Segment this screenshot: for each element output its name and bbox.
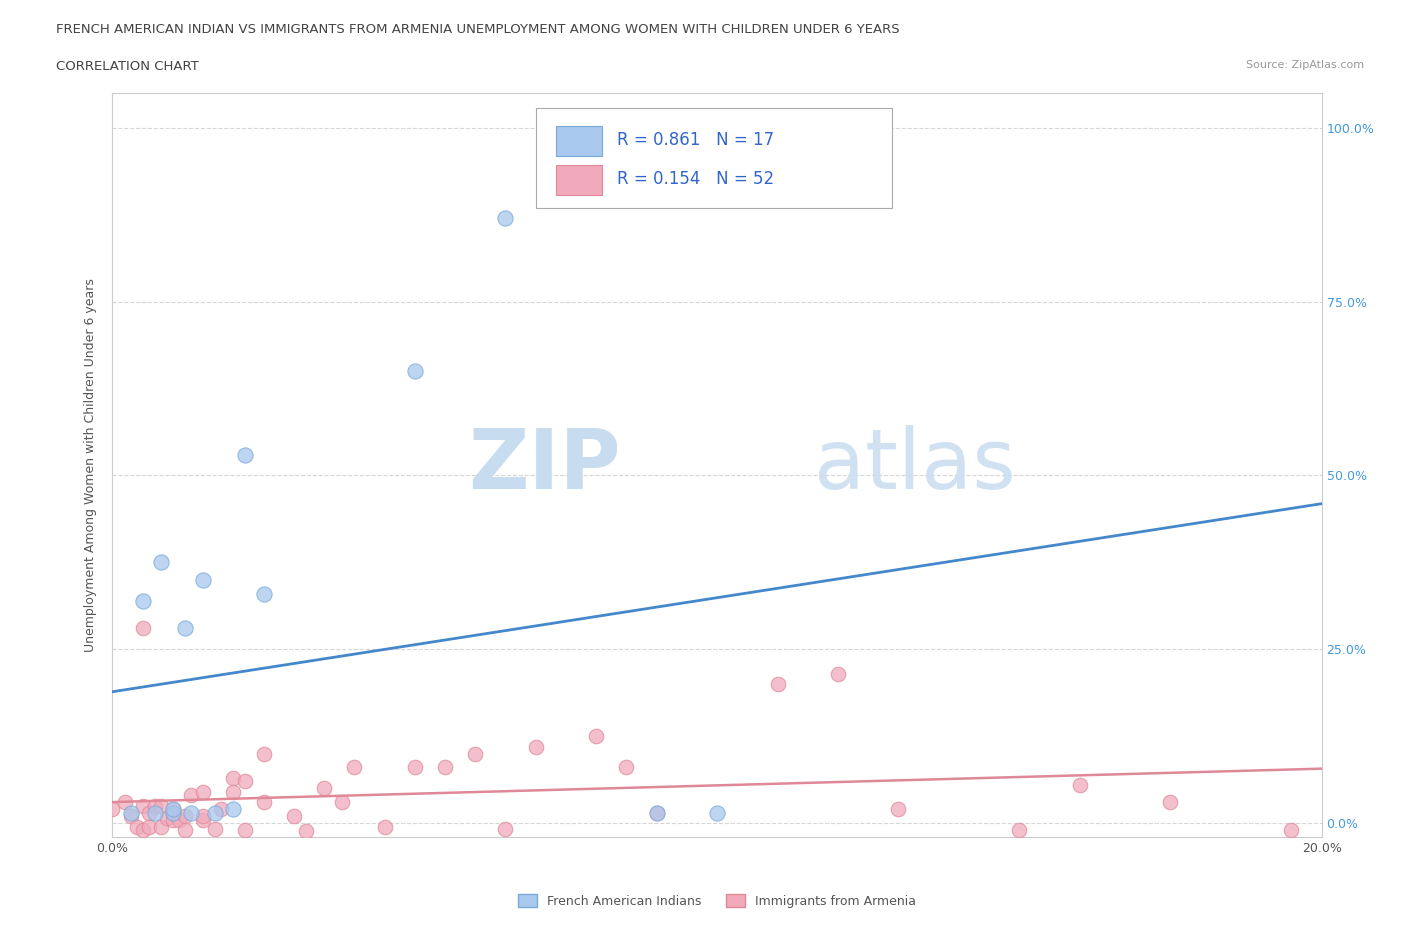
Point <box>887 802 910 817</box>
Point <box>191 809 214 824</box>
Point <box>222 802 245 817</box>
Point <box>180 805 202 820</box>
Point <box>1159 795 1181 810</box>
Point <box>132 621 155 636</box>
Point <box>283 809 305 824</box>
Point <box>162 805 184 820</box>
Point <box>132 798 155 813</box>
Point <box>330 795 353 810</box>
Point <box>585 729 607 744</box>
Point <box>524 739 547 754</box>
Point <box>167 812 190 827</box>
Point <box>132 823 155 838</box>
Point <box>162 802 184 817</box>
Bar <box>557 126 602 156</box>
Point <box>174 823 197 838</box>
Text: R = 0.861   N = 17: R = 0.861 N = 17 <box>617 131 773 149</box>
Point <box>645 805 668 820</box>
Point <box>1069 777 1091 792</box>
FancyBboxPatch shape <box>536 108 893 208</box>
Point <box>101 802 124 817</box>
Point <box>114 795 136 810</box>
Text: CORRELATION CHART: CORRELATION CHART <box>56 60 200 73</box>
Point <box>404 364 426 379</box>
Point <box>616 760 638 775</box>
Point <box>222 784 245 799</box>
Point <box>149 555 172 570</box>
Point <box>295 824 318 839</box>
Point <box>343 760 366 775</box>
Legend: French American Indians, Immigrants from Armenia: French American Indians, Immigrants from… <box>513 889 921 912</box>
Point <box>120 809 142 824</box>
Point <box>191 784 214 799</box>
Point <box>374 819 396 834</box>
Point <box>180 788 202 803</box>
Text: FRENCH AMERICAN INDIAN VS IMMIGRANTS FROM ARMENIA UNEMPLOYMENT AMONG WOMEN WITH : FRENCH AMERICAN INDIAN VS IMMIGRANTS FRO… <box>56 23 900 36</box>
Point <box>253 795 276 810</box>
Point <box>143 805 166 820</box>
Point <box>156 810 179 825</box>
Point <box>253 746 276 761</box>
Point <box>706 805 728 820</box>
Point <box>149 819 172 834</box>
Point <box>138 805 160 820</box>
Text: atlas: atlas <box>814 424 1015 506</box>
Point <box>314 781 336 796</box>
Point <box>253 586 276 601</box>
Point <box>149 798 172 813</box>
Point <box>1008 823 1031 838</box>
Point <box>235 447 257 462</box>
Point <box>191 572 214 587</box>
Point <box>235 823 257 838</box>
Bar <box>557 166 602 195</box>
Point <box>174 809 197 824</box>
Point <box>766 677 789 692</box>
Point <box>235 774 257 789</box>
Point <box>204 821 226 836</box>
Point <box>162 805 184 820</box>
Point <box>204 805 226 820</box>
Point <box>191 812 214 827</box>
Point <box>827 666 849 681</box>
Text: ZIP: ZIP <box>468 424 620 506</box>
Point <box>433 760 456 775</box>
Point <box>495 211 517 226</box>
Point <box>162 812 184 827</box>
Point <box>645 805 668 820</box>
Point <box>162 802 184 817</box>
Point <box>222 770 245 785</box>
Point <box>138 819 160 834</box>
Point <box>464 746 486 761</box>
Text: R = 0.154   N = 52: R = 0.154 N = 52 <box>617 169 773 188</box>
Point <box>174 621 197 636</box>
Point <box>495 821 517 836</box>
Point <box>143 798 166 813</box>
Point <box>209 802 232 817</box>
Point <box>125 819 148 834</box>
Point <box>132 593 155 608</box>
Point <box>1279 823 1302 838</box>
Point <box>120 805 142 820</box>
Y-axis label: Unemployment Among Women with Children Under 6 years: Unemployment Among Women with Children U… <box>83 278 97 652</box>
Point <box>404 760 426 775</box>
Text: Source: ZipAtlas.com: Source: ZipAtlas.com <box>1246 60 1364 71</box>
